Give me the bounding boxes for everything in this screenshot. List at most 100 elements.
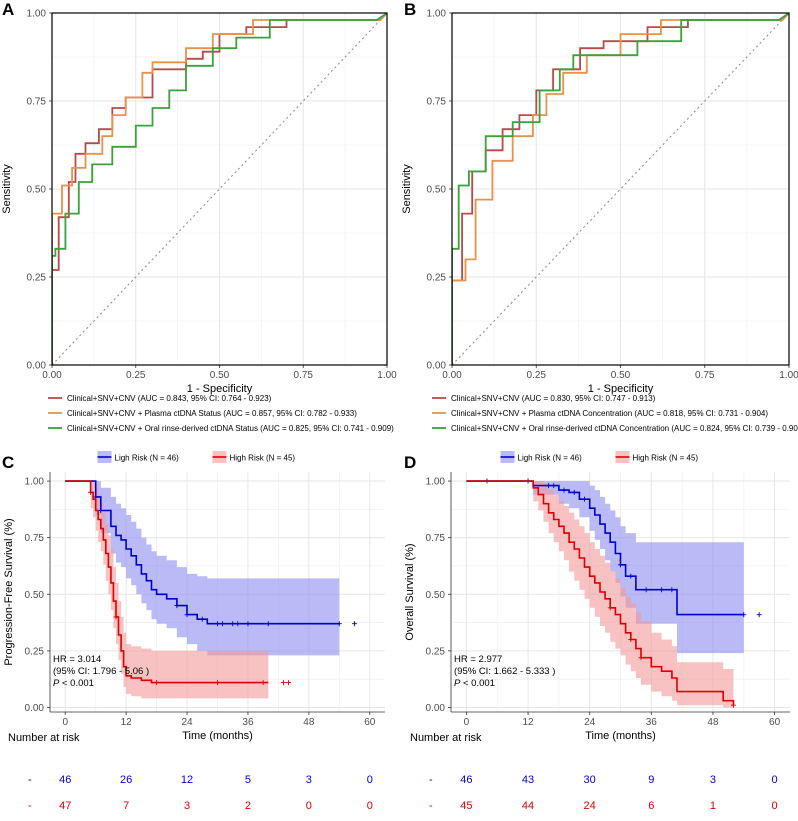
panel-letter: D	[404, 453, 416, 472]
legend-label-3: Clinical+SNV+CNV + Oral rinse-derived ct…	[451, 424, 798, 433]
y-tick-label: 0.75	[427, 97, 447, 108]
panel-C: C 0 12 24 36 48 60 0.00 0.25 0.50 0.75 1.00 Time (mo…	[2, 451, 385, 812]
x-tick-label: 0.25	[126, 370, 146, 381]
censor-mark-series-2	[628, 637, 634, 643]
x-tick-label: 0	[464, 717, 470, 728]
risk-row-strata-marker: -	[28, 800, 32, 812]
censor-mark-series-1	[230, 621, 236, 627]
censor-mark-series-2	[260, 680, 266, 686]
plot-marks	[452, 13, 789, 365]
y-tick-label: 0.50	[25, 590, 45, 601]
p-value-text: P < 0.001	[454, 678, 495, 689]
x-tick-label: 1.00	[377, 370, 397, 381]
censor-mark-series-2	[286, 680, 292, 686]
x-axis-label: 1 - Specificity	[588, 383, 654, 395]
y-tick-label: 0.75	[426, 533, 446, 544]
censor-mark-series-1	[582, 496, 588, 502]
censor-mark-series-2	[88, 489, 94, 495]
y-axis-label: Sensitivity	[401, 164, 413, 214]
x-tick-label: 24	[181, 717, 193, 728]
p-value-number: < 0.001	[59, 678, 94, 689]
y-tick-label: 0.25	[426, 646, 446, 657]
legend: Ligh Risk (N = 46) High Risk (N = 45)	[97, 451, 295, 463]
risk-count-high: 47	[59, 800, 71, 812]
censor-mark-series-2	[154, 680, 160, 686]
censor-mark-series-2	[215, 680, 220, 686]
y-tick-label: 0.00	[27, 361, 47, 372]
censor-mark-series-1	[245, 621, 251, 627]
risk-count-low: 30	[584, 774, 596, 786]
p-value-label: P	[454, 678, 461, 689]
x-tick-label: 0.75	[695, 370, 715, 381]
confidence-band-series-1	[65, 481, 340, 656]
risk-count-high: 0	[772, 800, 778, 812]
legend-label-3: Clinical+SNV+CNV + Oral rinse-derived ct…	[67, 424, 394, 433]
censor-mark-series-2	[113, 614, 119, 620]
legend: Ligh Risk (N = 46) High Risk (N = 45)	[500, 451, 699, 463]
roc-curve-series-3	[452, 13, 789, 365]
censor-mark-series-1	[756, 612, 762, 618]
roc-curve-series-2	[52, 13, 387, 365]
plot-border	[51, 12, 388, 366]
censor-mark-series-1	[174, 603, 180, 609]
x-tick-label: 0.50	[210, 370, 230, 381]
censor-mark-series-1	[659, 587, 665, 593]
confidence-interval-text: (95% CI: 1.796 - 5.06 )	[53, 666, 149, 677]
y-tick-label: 1.00	[427, 9, 447, 20]
y-tick-label: 0.00	[25, 703, 45, 714]
plot-marks	[65, 480, 358, 699]
legend-label-2: High Risk (N = 45)	[633, 454, 699, 463]
panel-letter: C	[2, 453, 14, 472]
x-tick-label: 60	[364, 717, 376, 728]
x-tick-label: 24	[584, 717, 596, 728]
y-tick-label: 0.00	[427, 361, 447, 372]
risk-count-low: 0	[367, 774, 373, 786]
legend-label-2: Clinical+SNV+CNV + Plasma ctDNA Concentr…	[451, 409, 768, 418]
risk-table: Number at risk - 46 26 12 5 3 0 - 47 7 3 2 0 0	[8, 732, 373, 812]
y-tick-label: 0.00	[426, 703, 446, 714]
risk-count-high: 2	[245, 800, 251, 812]
confidence-band-series-2	[65, 481, 269, 699]
legend-label-2: Clinical+SNV+CNV + Plasma ctDNA Status (…	[67, 409, 357, 418]
y-tick-label: 0.25	[25, 646, 45, 657]
censor-mark-series-1	[669, 587, 675, 593]
censor-mark-series-1	[220, 621, 226, 627]
y-tick-label: 0.50	[27, 185, 47, 196]
risk-count-low: 0	[772, 774, 778, 786]
panel-B: B 0.00 0.25 0.50 0.75 1.00 0.00 0.25 0.50 0.75 1.0…	[401, 0, 798, 433]
censor-mark-series-1	[98, 507, 104, 513]
legend-label-1: Ligh Risk (N = 46)	[115, 454, 180, 463]
risk-count-low: 9	[648, 774, 654, 786]
y-tick-label: 1.00	[25, 477, 45, 488]
x-tick-label: 0.50	[611, 370, 631, 381]
p-value-text: P < 0.001	[53, 678, 94, 689]
x-tick-label: 0.25	[527, 370, 547, 381]
y-tick-label: 0.75	[25, 533, 45, 544]
censor-mark-series-1	[235, 621, 241, 627]
censor-mark-series-1	[352, 621, 358, 627]
x-tick-label: 1.00	[779, 370, 798, 381]
censor-mark-series-1	[215, 621, 220, 627]
survival-curve-series-1	[65, 480, 340, 625]
censor-mark-series-1	[265, 621, 271, 627]
y-axis-label: Overall Survival (%)	[404, 543, 416, 640]
plot-marks	[52, 13, 387, 365]
risk-table: Number at risk- 46 43 30 9 3 0- 45 44 24 6 1 0	[410, 732, 778, 812]
risk-count-low: 5	[245, 774, 251, 786]
x-axis-label: Time (months)	[182, 730, 253, 742]
x-axis-label: 1 - Specificity	[187, 383, 253, 395]
x-tick-label: 36	[646, 717, 658, 728]
risk-count-high: 3	[184, 800, 190, 812]
hazard-ratio-text: HR = 2.977	[454, 654, 502, 665]
y-tick-label: 0.75	[27, 97, 47, 108]
risk-count-high: 6	[648, 800, 654, 812]
diagonal-reference-line	[52, 13, 387, 365]
censor-mark-series-1	[741, 612, 747, 618]
risk-table-title: Number at risk	[8, 732, 80, 744]
censor-mark-series-2	[638, 655, 644, 661]
risk-count-low: 3	[710, 774, 716, 786]
y-axis-label: Sensitivity	[1, 164, 13, 214]
p-value-label: P	[53, 678, 60, 689]
risk-count-low: 46	[460, 774, 472, 786]
